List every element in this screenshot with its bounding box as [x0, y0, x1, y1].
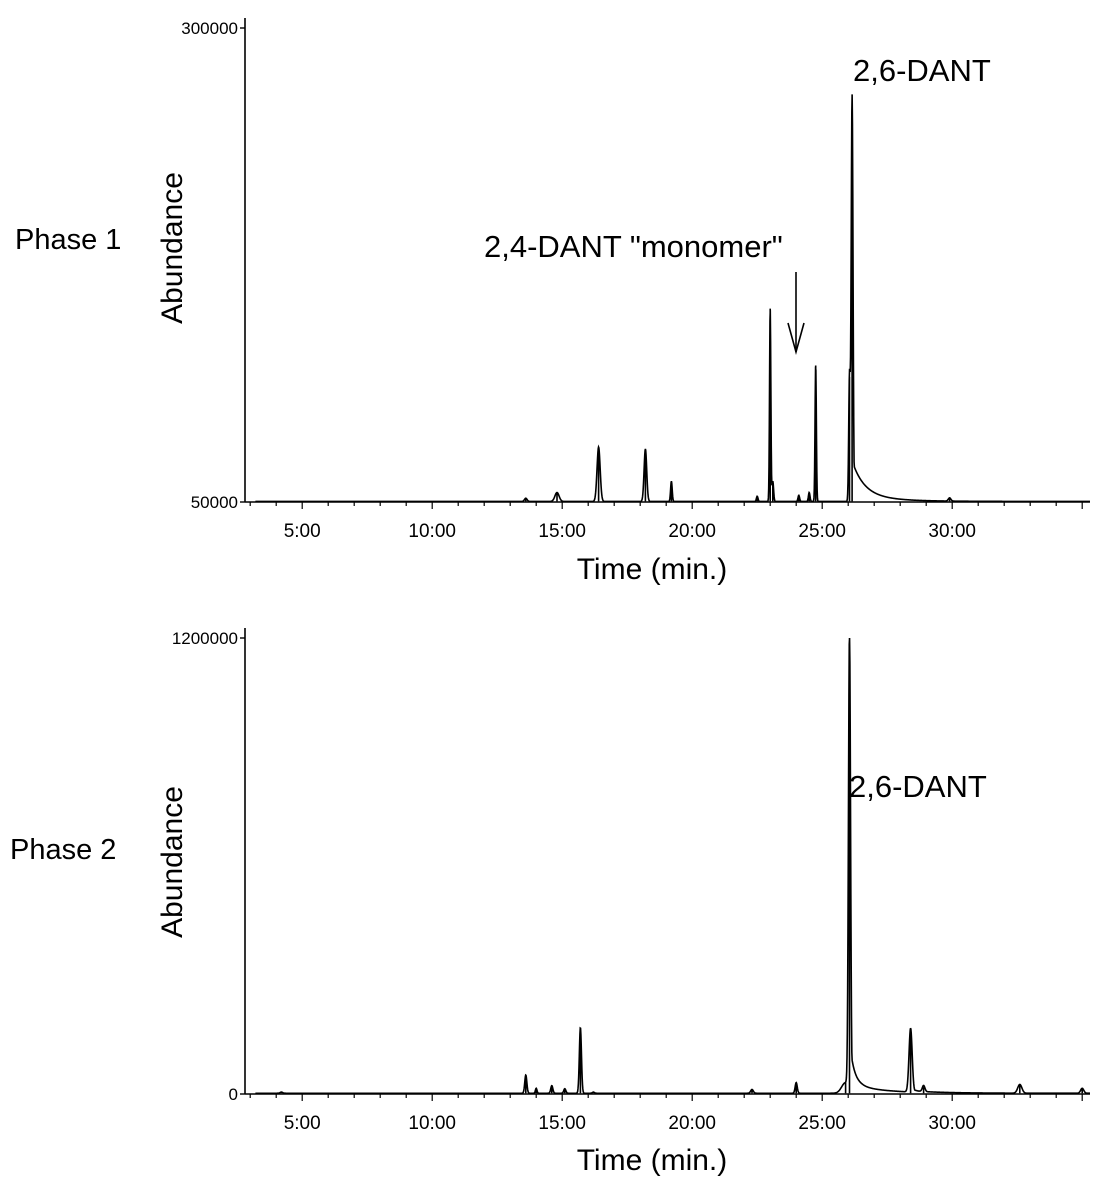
- trace-line-phase-1: [255, 94, 1090, 503]
- annotation-2-4-dant-monomer: 2,4-DANT "monomer": [484, 229, 783, 264]
- x-tick-label: 20:00: [668, 521, 716, 542]
- x-tick-label: 5:00: [284, 1113, 321, 1134]
- x-tick-label: 25:00: [798, 521, 846, 542]
- panel-label-phase-1: Phase 1: [15, 224, 121, 256]
- x-tick-label: 15:00: [538, 521, 586, 542]
- y-axis-phase-2: 0 1200000: [172, 628, 246, 1104]
- x-tick-label: 25:00: [798, 1113, 846, 1134]
- x-tick-label: 30:00: [928, 521, 976, 542]
- annotation-2-6-dant-phase-2: 2,6-DANT: [849, 769, 987, 804]
- x-axis-phase-2: 5:00 10:00 15:00 20:00 25:00 30:00: [245, 1093, 1090, 1134]
- x-axis-title-phase-2: Time (min.): [577, 1144, 728, 1177]
- y-tick-label: 50000: [191, 493, 238, 512]
- annotation-arrow: [787, 272, 805, 356]
- trace-line-phase-2: [255, 637, 1090, 1095]
- x-axis-phase-1: 5:00 10:00 15:00 20:00 25:00 30:00: [245, 501, 1090, 542]
- panel-label-phase-2: Phase 2: [10, 834, 116, 866]
- x-tick-label: 15:00: [538, 1113, 586, 1134]
- y-tick-label: 0: [229, 1085, 238, 1104]
- x-tick-label: 10:00: [408, 1113, 456, 1134]
- annotation-2-6-dant-phase-1: 2,6-DANT: [853, 53, 991, 88]
- x-tick-label: 20:00: [668, 1113, 716, 1134]
- y-axis-title-phase-1: Abundance: [156, 172, 189, 324]
- y-tick-label: 1200000: [172, 629, 238, 648]
- y-axis-title-phase-2: Abundance: [156, 786, 189, 938]
- x-axis-title-phase-1: Time (min.): [577, 553, 728, 586]
- chromatogram-phase-2: Phase 2 Abundance Time (min.) 0 1200000 5…: [10, 628, 1090, 1177]
- y-axis-phase-1: 50000 300000: [181, 18, 246, 512]
- y-tick-label: 300000: [181, 19, 238, 38]
- x-tick-label: 5:00: [284, 521, 321, 542]
- chromatogram-phase-1: Phase 1 Abundance Time (min.) 50000 30000…: [15, 18, 1090, 586]
- x-tick-label: 30:00: [928, 1113, 976, 1134]
- x-tick-label: 10:00: [408, 521, 456, 542]
